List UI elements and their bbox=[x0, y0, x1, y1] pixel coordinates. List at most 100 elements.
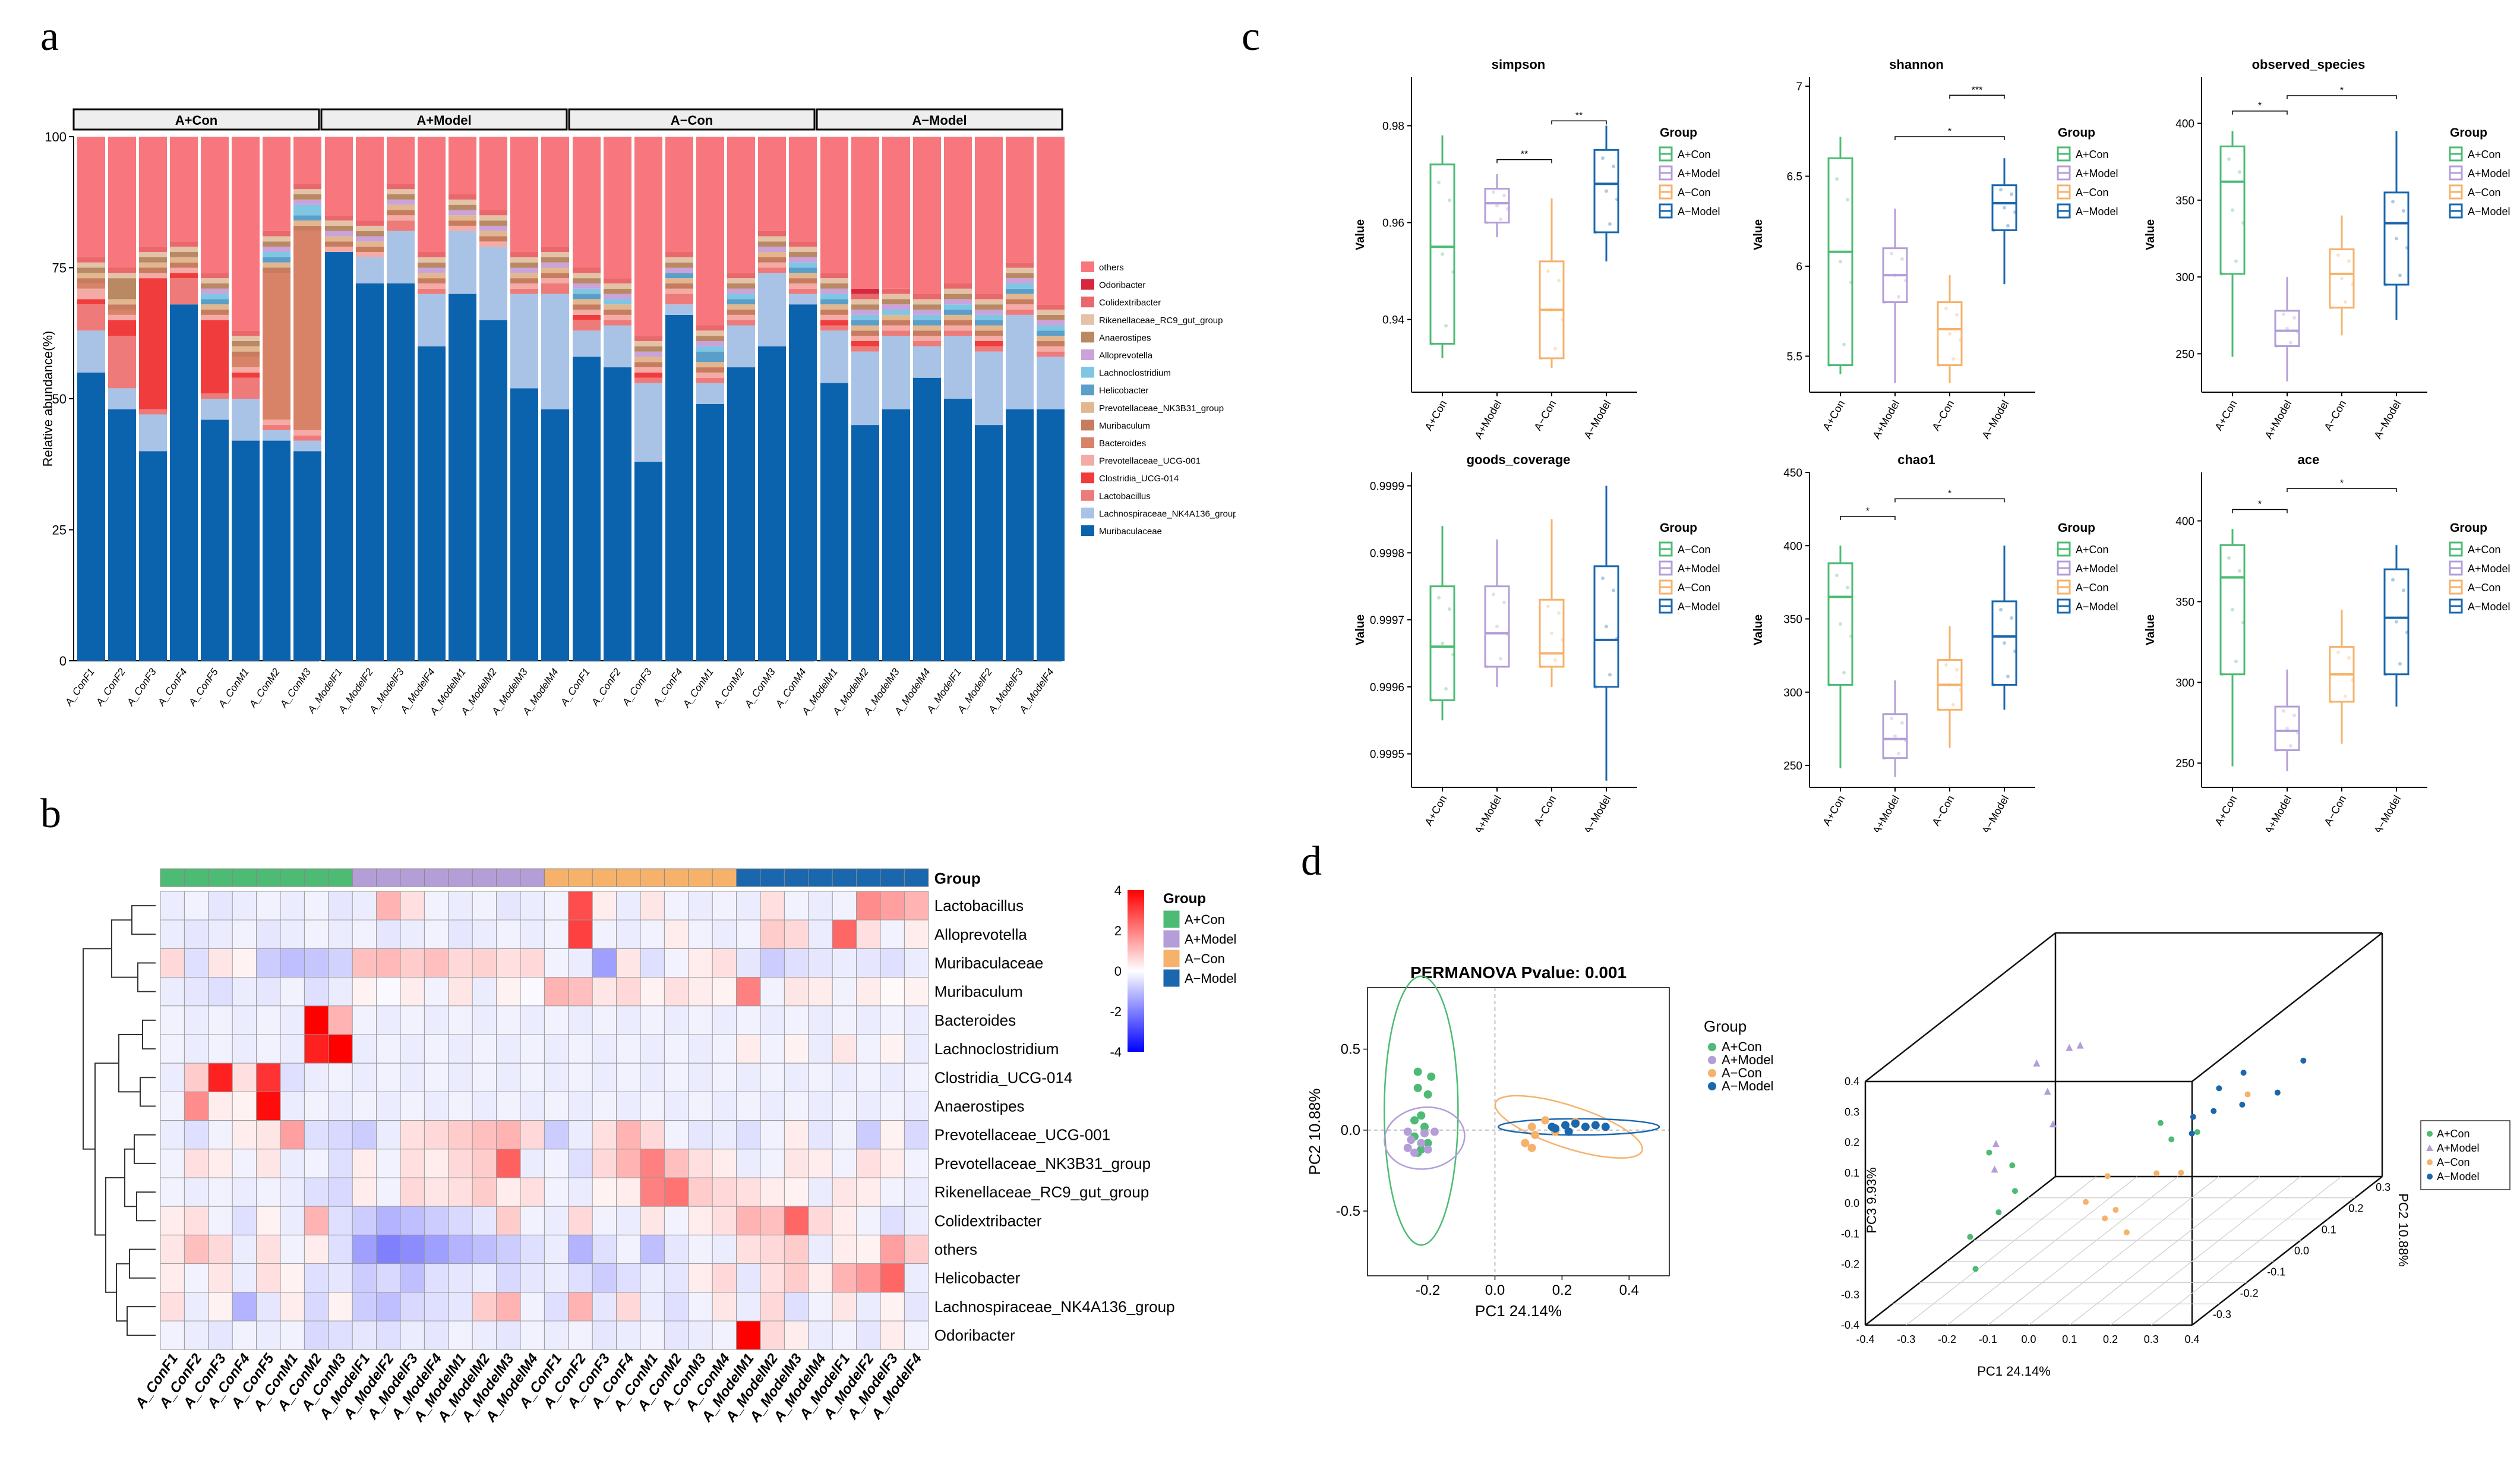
jitter-point bbox=[2241, 620, 2245, 625]
heatmap-legend-label: A−Model bbox=[1185, 971, 1236, 986]
jitter-point bbox=[2340, 672, 2344, 676]
bar-segment bbox=[139, 252, 167, 257]
heatmap-cell bbox=[712, 1320, 737, 1350]
bar-segment bbox=[634, 461, 662, 661]
legend-swatch bbox=[1081, 367, 1094, 378]
heatmap-cell bbox=[328, 1091, 353, 1121]
heatmap-cell bbox=[856, 1034, 881, 1064]
bar-segment bbox=[77, 257, 105, 263]
heatmap-cell bbox=[904, 977, 929, 1007]
bar-segment bbox=[418, 257, 446, 263]
heatmap-cell bbox=[832, 1177, 857, 1207]
subplot-title: observed_species bbox=[2252, 57, 2366, 72]
heatmap-cell bbox=[400, 891, 425, 920]
heatmap-cell bbox=[832, 891, 857, 920]
bar-segment bbox=[604, 278, 631, 283]
heatmap-cell bbox=[448, 1234, 473, 1265]
annotation-cell bbox=[280, 868, 305, 887]
legend-label: Lactobacillus bbox=[1099, 491, 1151, 502]
heatmap-cell bbox=[400, 1034, 425, 1064]
z3d-tick-label: 0.0 bbox=[1845, 1197, 1859, 1209]
x-tick-label: A−Model bbox=[1581, 398, 1613, 441]
bar-segment bbox=[356, 241, 384, 247]
bar-segment bbox=[634, 367, 662, 373]
y3d-tick-label: 0.0 bbox=[2294, 1245, 2309, 1257]
heatmap-cell bbox=[448, 1292, 473, 1322]
bar-segment bbox=[820, 288, 848, 294]
bar-segment bbox=[696, 351, 724, 362]
jitter-point bbox=[2329, 699, 2333, 704]
heatmap-cell bbox=[304, 1034, 329, 1064]
jitter-point bbox=[1539, 665, 1543, 669]
heatmap-cell bbox=[856, 1234, 881, 1265]
pca3d-point bbox=[2178, 1169, 2184, 1176]
bar-segment bbox=[170, 252, 198, 257]
heatmap-cell bbox=[856, 1091, 881, 1121]
pca3d-point bbox=[2011, 1188, 2018, 1194]
heatmap-cell bbox=[448, 1149, 473, 1178]
bar-segment bbox=[510, 252, 538, 257]
box bbox=[1937, 301, 1963, 367]
y3d-axis-label: PC2 10.88% bbox=[2396, 1193, 2411, 1267]
bar-segment bbox=[944, 310, 972, 315]
bar-segment bbox=[573, 320, 601, 331]
heatmap-cell bbox=[880, 891, 905, 920]
jitter-point bbox=[2010, 192, 2013, 196]
bar-segment bbox=[1037, 314, 1065, 320]
heatmap-cell bbox=[448, 977, 473, 1007]
bar-segment bbox=[77, 262, 105, 268]
box bbox=[2219, 145, 2246, 275]
heatmap-cell bbox=[400, 1292, 425, 1322]
heatmap-cell bbox=[376, 1206, 401, 1235]
heatmap-cell bbox=[376, 1292, 401, 1322]
bar-segment bbox=[232, 346, 260, 352]
heatmap-cell bbox=[472, 1320, 497, 1350]
jitter-point bbox=[1955, 668, 1959, 672]
heatmap-cell bbox=[856, 1062, 881, 1092]
heatmap-cell bbox=[208, 919, 233, 949]
heatmap-cell bbox=[304, 1120, 329, 1150]
bar-segment bbox=[913, 330, 941, 336]
bar-segment bbox=[882, 288, 910, 294]
heatmap-cell bbox=[784, 977, 809, 1007]
annotation-cell bbox=[184, 868, 209, 887]
bar-segment bbox=[1037, 325, 1065, 331]
heatmap-cell bbox=[760, 977, 785, 1007]
pca3d-point bbox=[2112, 1207, 2119, 1213]
heatmap-cell bbox=[568, 1034, 593, 1064]
y-tick-label: 400 bbox=[2175, 118, 2194, 131]
heatmap-cell bbox=[232, 1263, 257, 1293]
heatmap-cell bbox=[472, 1120, 497, 1150]
heatmap-cell bbox=[448, 1177, 473, 1207]
facet-label: A−Con bbox=[671, 113, 713, 128]
pca-legend-label: A+Con bbox=[1722, 1039, 1762, 1054]
jitter-point bbox=[2220, 672, 2224, 676]
bar-segment bbox=[789, 288, 817, 294]
annotation-cell bbox=[400, 868, 425, 887]
bar-segment bbox=[510, 288, 538, 294]
bar-segment bbox=[573, 288, 601, 294]
floor-grid bbox=[2150, 1176, 2342, 1326]
bar-segment bbox=[851, 351, 879, 425]
heatmap-cell bbox=[328, 1263, 353, 1293]
pca-point bbox=[1601, 1122, 1610, 1131]
box bbox=[1593, 149, 1619, 234]
heatmap-cell bbox=[808, 1206, 833, 1235]
heatmap-cell bbox=[568, 977, 593, 1007]
significance-label: * bbox=[1948, 488, 1951, 499]
bar-segment bbox=[913, 304, 941, 310]
bar-segment bbox=[913, 336, 941, 341]
jitter-point bbox=[1846, 197, 1849, 201]
bar-segment bbox=[541, 409, 569, 661]
pca-frame bbox=[1367, 987, 1670, 1276]
heatmap-cell bbox=[760, 1005, 785, 1035]
heatmap-cell bbox=[280, 1005, 305, 1035]
heatmap-cell bbox=[736, 919, 761, 949]
heatmap-cell bbox=[688, 1263, 713, 1293]
heatmap-cell bbox=[592, 1034, 617, 1064]
jitter-point bbox=[1561, 638, 1564, 642]
bar-segment bbox=[479, 137, 507, 210]
heatmap-cell bbox=[352, 919, 377, 949]
pca3d-point bbox=[2102, 1215, 2108, 1222]
heatmap-cell bbox=[160, 1263, 185, 1293]
